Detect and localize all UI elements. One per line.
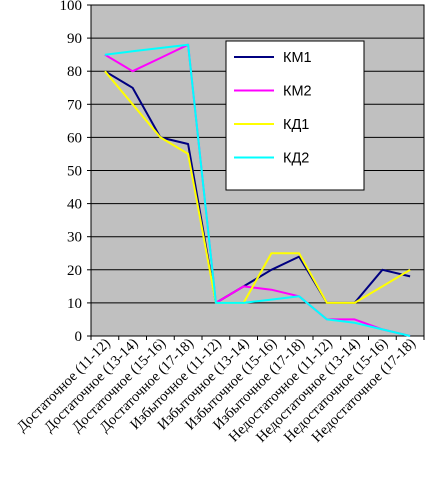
y-tick-label: 50 [67, 164, 82, 180]
legend-box [225, 40, 365, 191]
y-tick-label: 80 [67, 64, 82, 80]
legend-label: КД2 [283, 151, 309, 167]
y-tick-label: 0 [75, 329, 83, 345]
series-line-КД1 [104, 70, 411, 304]
series-line-КМ2 [104, 43, 411, 337]
y-tick-label: 40 [67, 197, 82, 213]
y-tick-label: 60 [67, 130, 82, 146]
series-lines [104, 43, 411, 337]
legend-label: КМ1 [283, 50, 312, 66]
y-tick-label: 30 [67, 230, 82, 246]
legend-label: КД1 [283, 117, 309, 133]
y-tick-label: 10 [67, 296, 82, 312]
y-tick-label: 100 [60, 0, 83, 14]
y-tick-label: 90 [67, 31, 82, 47]
y-axis-tick-labels: 0 10 20 30 40 50 60 70 80 90 100 [60, 0, 83, 345]
y-tick-label: 20 [67, 263, 82, 279]
legend-label: КМ2 [283, 84, 312, 100]
series-line-КД2 [104, 43, 411, 337]
x-axis-tick-labels: Достаточное (11-12)Достаточное (13-14)До… [14, 335, 419, 445]
legend: КМ1 КМ2 КД1 КД2 [225, 40, 365, 191]
y-tick-label: 70 [67, 97, 82, 113]
